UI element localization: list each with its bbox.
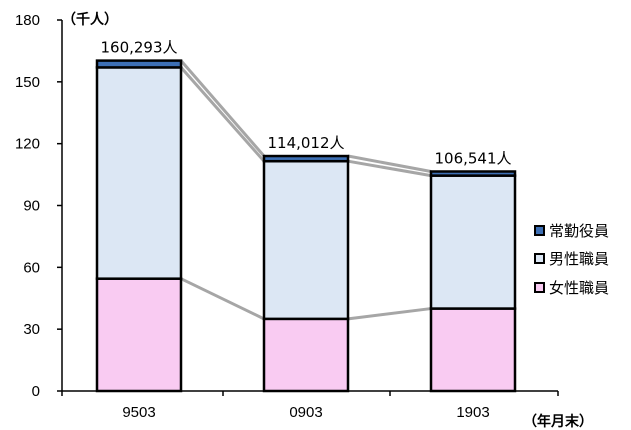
- bar-segment: [429, 170, 517, 177]
- legend-swatch: [534, 225, 545, 236]
- total-label: 160,293人: [100, 39, 177, 57]
- y-tick-label: 60: [23, 259, 40, 276]
- bar-segment: [95, 59, 183, 69]
- bar-segment: [95, 66, 183, 280]
- x-tick-label: 0903: [289, 404, 322, 421]
- series-line: [180, 277, 265, 321]
- bar-segment: [262, 154, 350, 163]
- total-label: 114,012人: [267, 134, 344, 152]
- bar-segment: [429, 307, 517, 393]
- series-line: [347, 154, 432, 173]
- x-tick-label: 1903: [456, 404, 489, 421]
- series-connectors: [179, 59, 432, 321]
- bars: 160,293人 114,012人 106,541人: [95, 39, 517, 393]
- legend-label: 男性職員: [549, 250, 609, 268]
- series-line: [347, 159, 432, 178]
- legend-swatch: [534, 253, 545, 264]
- y-tick-label: 0: [32, 383, 40, 400]
- legend-label: 女性職員: [549, 279, 609, 297]
- y-tick-label: 150: [15, 74, 40, 91]
- series-line: [347, 307, 432, 321]
- bar-segment: [262, 159, 350, 321]
- legend-label: 常勤役員: [549, 222, 609, 240]
- y-axis-label: （千人）: [62, 11, 118, 28]
- y-tick-label: 30: [23, 321, 40, 338]
- bar-segment: [95, 277, 183, 393]
- axes: 0 30 60 90 120 150 180 9503 0903 1903: [15, 12, 559, 421]
- total-label: 106,541人: [434, 149, 511, 167]
- bar-segment: [429, 174, 517, 310]
- legend-swatch: [534, 282, 545, 293]
- series-line: [179, 59, 266, 158]
- series-line: [179, 66, 266, 163]
- x-axis-label: （年月末）: [523, 413, 593, 430]
- bar-segment: [262, 317, 350, 393]
- y-tick-label: 120: [15, 136, 40, 153]
- y-tick-label: 180: [15, 12, 40, 29]
- y-tick-label: 90: [23, 198, 40, 215]
- x-tick-label: 9503: [122, 404, 155, 421]
